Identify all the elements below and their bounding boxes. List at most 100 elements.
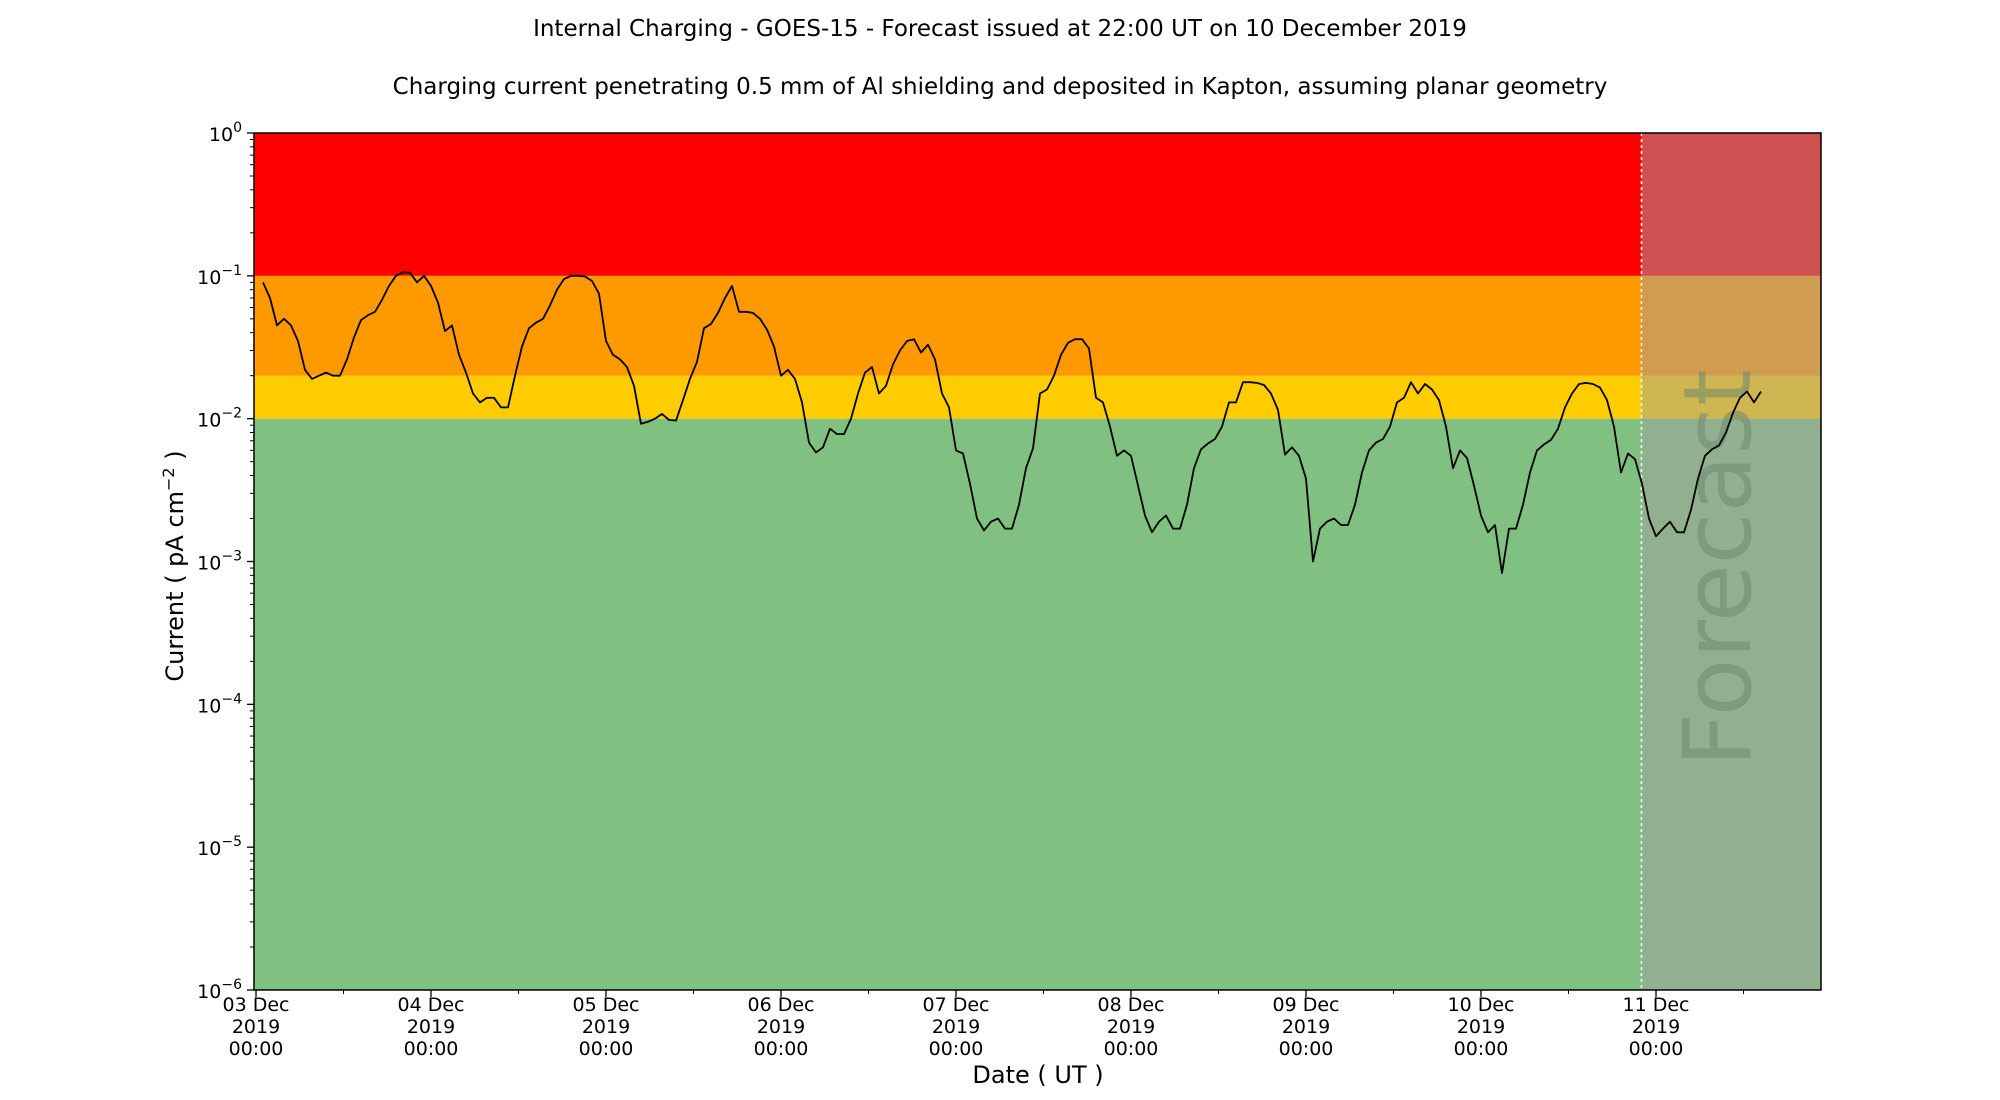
series-line-0: [262, 271, 1762, 574]
data-point: [1424, 383, 1426, 385]
data-point: [598, 293, 600, 295]
x-tick-label: 2019: [232, 1016, 280, 1038]
data-point: [1130, 455, 1132, 457]
data-point: [745, 311, 747, 313]
data-point: [1291, 447, 1293, 449]
data-point: [353, 337, 355, 339]
y-tick-label: 100: [209, 120, 242, 146]
data-point: [1662, 528, 1664, 530]
data-point: [1445, 426, 1447, 428]
data-point: [493, 397, 495, 399]
data-point: [1536, 450, 1538, 452]
data-point: [1725, 432, 1727, 434]
data-point: [1354, 504, 1356, 506]
x-tick-label: 2019: [407, 1016, 455, 1038]
data-point: [402, 271, 404, 273]
data-point: [724, 297, 726, 299]
data-point: [1438, 399, 1440, 401]
data-point: [1697, 478, 1699, 480]
data-point: [1158, 521, 1160, 523]
data-point: [549, 305, 551, 307]
data-point: [1389, 426, 1391, 428]
data-point: [1410, 381, 1412, 383]
x-tick-label: 00:00: [579, 1038, 634, 1060]
data-point: [1312, 561, 1314, 563]
data-point: [822, 447, 824, 449]
data-point: [1228, 402, 1230, 404]
data-point: [1599, 387, 1601, 389]
data-point: [1473, 485, 1475, 487]
forecast-overlay: [1641, 133, 1821, 990]
data-point: [850, 418, 852, 420]
data-point: [339, 375, 341, 377]
data-point: [647, 421, 649, 423]
y-tick-label-exponent: −3: [221, 549, 242, 565]
data-point: [794, 378, 796, 380]
data-point: [934, 359, 936, 361]
data-point: [423, 275, 425, 277]
data-point: [1284, 454, 1286, 456]
data-point: [1095, 397, 1097, 399]
data-point: [1305, 478, 1307, 480]
data-point: [577, 275, 579, 277]
data-point: [1221, 426, 1223, 428]
y-tick-label-exponent: −4: [221, 691, 242, 707]
series-group: [262, 271, 1762, 574]
data-point: [507, 407, 509, 409]
data-point: [913, 338, 915, 340]
data-point: [1683, 532, 1685, 534]
data-point: [1592, 383, 1594, 385]
data-point: [1179, 528, 1181, 530]
data-point: [1648, 518, 1650, 520]
data-point: [1263, 384, 1265, 386]
data-point: [703, 327, 705, 329]
data-point: [1067, 342, 1069, 344]
data-point: [801, 402, 803, 404]
data-point: [1417, 393, 1419, 395]
data-point: [738, 311, 740, 313]
data-point: [514, 375, 516, 377]
x-tick-label: 2019: [1632, 1016, 1680, 1038]
data-point: [1459, 450, 1461, 452]
x-tick-label: 00:00: [229, 1038, 284, 1060]
data-point: [626, 366, 628, 368]
x-tick-label: 00:00: [1629, 1038, 1684, 1060]
data-point: [1375, 442, 1377, 444]
data-point: [640, 423, 642, 425]
data-point: [1326, 521, 1328, 523]
y-tick-label-exponent: 0: [233, 120, 242, 136]
data-point: [906, 340, 908, 342]
data-point: [262, 282, 264, 284]
data-point: [1081, 338, 1083, 340]
data-point: [773, 346, 775, 348]
data-point: [584, 276, 586, 278]
data-point: [1074, 338, 1076, 340]
data-point: [808, 442, 810, 444]
data-point: [1340, 524, 1342, 526]
risk-band-3: [254, 133, 1821, 276]
data-point: [1676, 532, 1678, 534]
data-point: [1039, 393, 1041, 395]
data-point: [1508, 528, 1510, 530]
y-tick-label-exponent: −5: [221, 834, 242, 850]
data-point: [1207, 443, 1209, 445]
x-tick-label: 00:00: [1279, 1038, 1334, 1060]
data-point: [1669, 521, 1671, 523]
data-point: [1088, 348, 1090, 350]
data-point: [318, 375, 320, 377]
data-point: [682, 399, 684, 401]
x-tick-label: 2019: [932, 1016, 980, 1038]
data-point: [1235, 402, 1237, 404]
chart-title: Internal Charging - GOES-15 - Forecast i…: [533, 16, 1467, 42]
data-point: [1382, 438, 1384, 440]
y-tick-label-base: 10: [197, 553, 221, 575]
data-point: [283, 318, 285, 320]
data-point: [325, 372, 327, 374]
data-point: [1270, 393, 1272, 395]
data-point: [1200, 449, 1202, 451]
y-tick-label-exponent: −2: [221, 406, 242, 422]
risk-band-2: [254, 275, 1821, 376]
data-point: [1739, 397, 1741, 399]
data-point: [633, 385, 635, 387]
data-point: [1319, 528, 1321, 530]
